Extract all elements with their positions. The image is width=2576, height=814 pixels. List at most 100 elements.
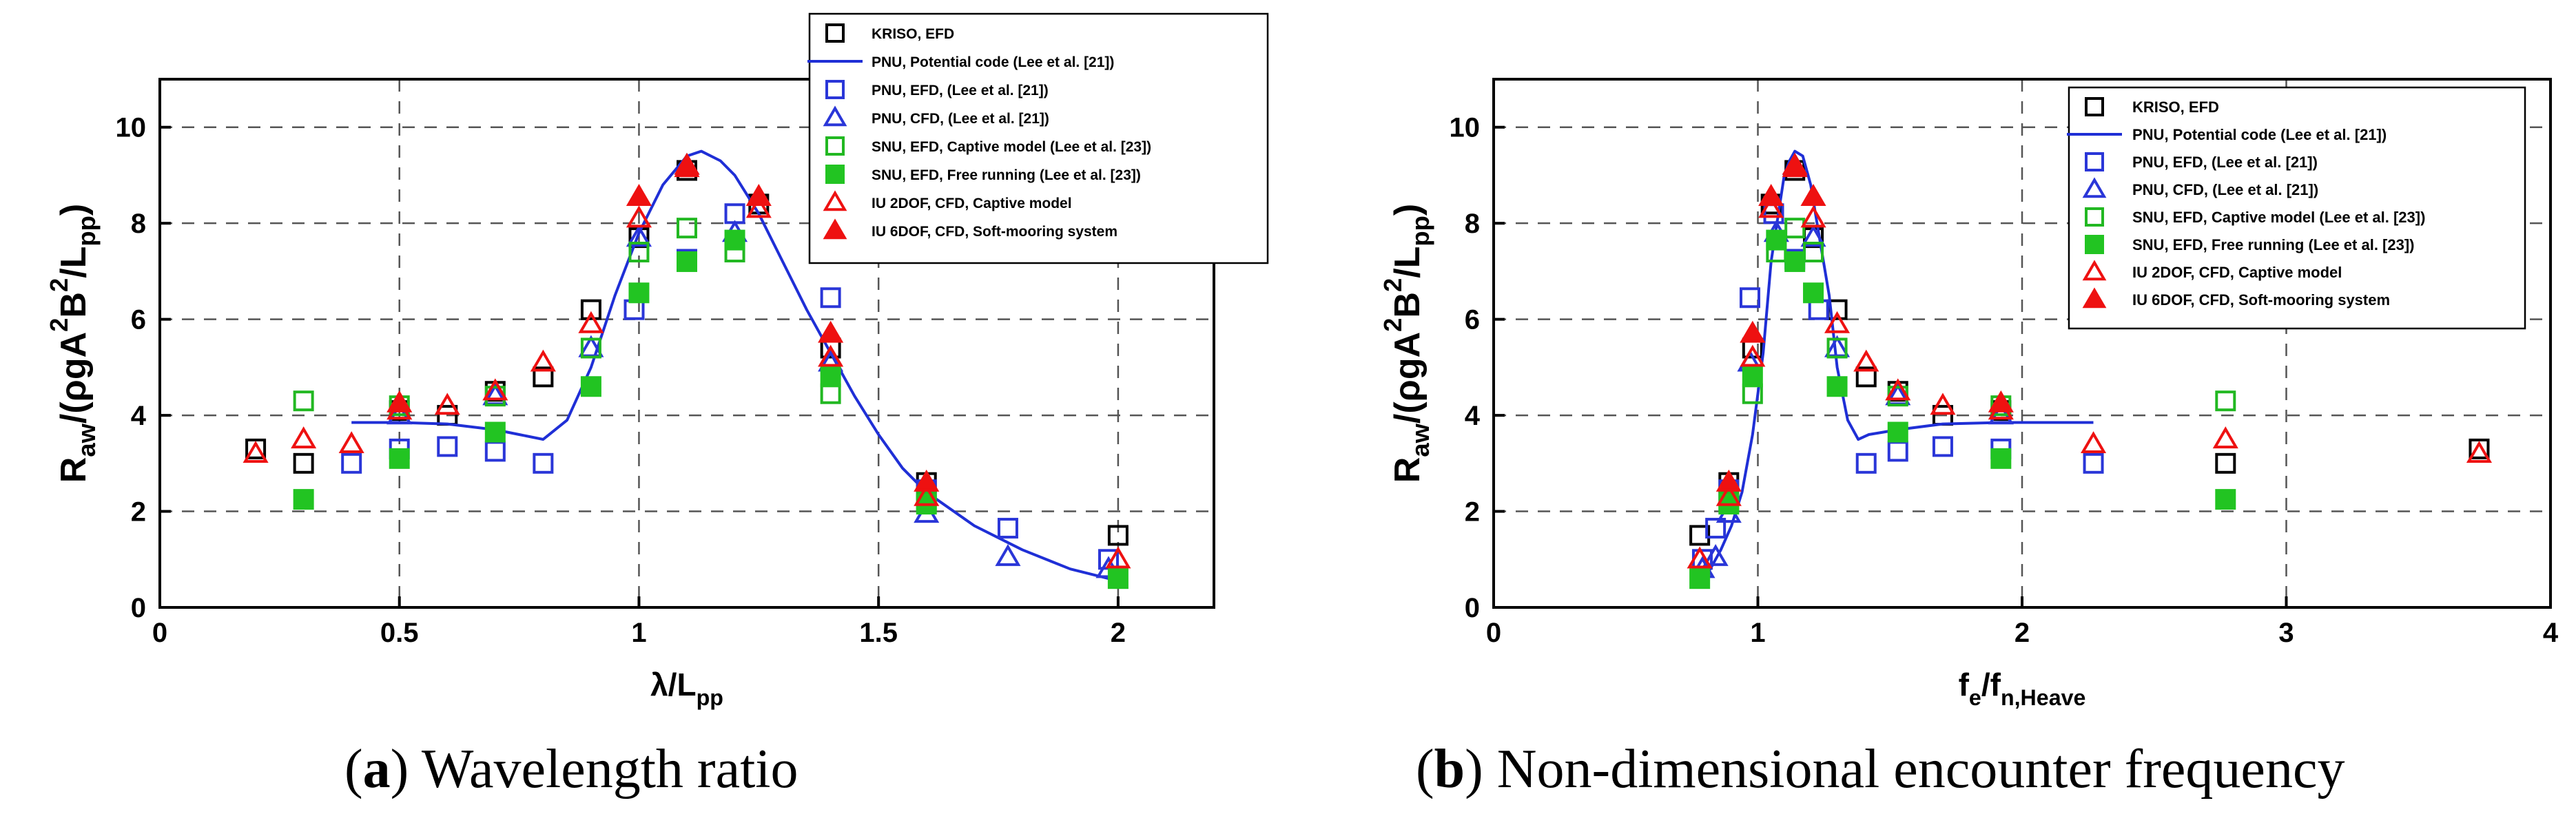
- data-point: [1826, 376, 1848, 397]
- data-point: [293, 489, 314, 510]
- legend-entry-3: PNU, CFD, (Lee et al. [21]): [2132, 181, 2318, 198]
- legend-marker-square: [825, 80, 845, 99]
- x-tick-label-4: 2: [1111, 618, 1126, 648]
- data-point: [1105, 546, 1131, 569]
- caption-letter-b: b: [1434, 739, 1465, 800]
- data-point: [914, 469, 940, 492]
- x-axis-label: fe/fn,Heave: [1959, 667, 2086, 710]
- caption-panel-b: (b) Non-dimensional encounter frequency: [1416, 739, 2345, 800]
- data-point: [2215, 390, 2236, 412]
- y-tick-label-5: 10: [116, 113, 147, 143]
- legend-marker-square: [2085, 235, 2104, 254]
- data-point: [1705, 517, 1727, 539]
- data-point: [624, 299, 645, 320]
- legend-marker-square: [2085, 207, 2104, 227]
- data-point: [580, 376, 601, 397]
- data-point: [674, 152, 700, 175]
- data-point: [245, 438, 267, 459]
- legend: KRISO, EFD PNU, Potential code (Lee et al…: [2067, 86, 2526, 330]
- data-point: [341, 452, 362, 474]
- data-point: [2083, 452, 2104, 474]
- y-tick-label-1: 2: [131, 497, 146, 528]
- data-point: [1887, 421, 1908, 443]
- data-point: [1885, 378, 1911, 401]
- legend-entry-1: PNU, Potential code (Lee et al. [21]): [2132, 126, 2387, 143]
- chart-panel-b: 0 1 2 3 4 0 2 4 6 8 10 fe/fn,Heave Raw/(ρgA2B2/Lpp) K…: [1379, 78, 2559, 710]
- caption-panel-a: (a) Wavelength ratio: [344, 739, 798, 800]
- data-point: [1855, 366, 1877, 388]
- data-point: [820, 366, 841, 388]
- data-point: [1988, 390, 2014, 413]
- data-point: [1766, 229, 1787, 251]
- data-point: [2215, 489, 2236, 510]
- data-point: [1689, 525, 1711, 546]
- legend-entry-1: PNU, Potential code (Lee et al. [21]): [872, 54, 1114, 70]
- data-point: [1739, 287, 1760, 309]
- legend-marker-triangle: [2082, 260, 2107, 281]
- legend-entry-2: PNU, EFD, (Lee et al. [21]): [2132, 154, 2318, 171]
- legend-entry-5: SNU, EFD, Free running (Lee et al. [23]): [872, 167, 1141, 183]
- data-point: [437, 436, 458, 457]
- data-point: [1784, 218, 1806, 239]
- x-tick-label-2: 1: [631, 618, 646, 648]
- data-point: [626, 184, 652, 206]
- caption-text-b: Non-dimensional encounter frequency: [1496, 739, 2345, 800]
- data-point: [1715, 483, 1742, 506]
- data-point: [1715, 469, 1742, 492]
- x-tick-label-2: 2: [2015, 618, 2030, 648]
- data-point: [1932, 436, 1953, 457]
- data-point: [1800, 205, 1826, 228]
- data-point: [1107, 525, 1129, 546]
- x-tick-label-3: 3: [2278, 618, 2294, 648]
- data-point: [1107, 568, 1129, 589]
- data-point: [2212, 426, 2238, 449]
- y-tick-label-4: 8: [1465, 209, 1480, 239]
- y-tick-label-0: 0: [1465, 593, 1480, 623]
- data-point: [2215, 452, 2236, 474]
- data-point: [745, 184, 772, 206]
- legend-entry-3: PNU, CFD, (Lee et al. [21]): [872, 111, 1049, 127]
- data-point: [338, 431, 364, 454]
- caption-letter-a: a: [362, 739, 391, 800]
- y-tick-label-2: 4: [1465, 401, 1481, 431]
- legend-marker-square: [2085, 97, 2104, 116]
- data-point: [484, 421, 506, 443]
- legend-marker-triangle: [823, 105, 847, 127]
- legend-entry-6: IU 2DOF, CFD, Captive model: [872, 196, 1072, 211]
- caption-text-a: Wavelength ratio: [421, 739, 798, 800]
- legend-entry-2: PNU, EFD, (Lee et al. [21]): [872, 83, 1049, 98]
- data-point: [2080, 431, 2107, 454]
- data-point: [1689, 568, 1711, 589]
- y-axis-label: Raw/(ρgA2B2/Lpp): [1379, 204, 1434, 483]
- data-point: [1702, 543, 1729, 566]
- data-point: [1853, 349, 1879, 372]
- legend-box: [2068, 86, 2526, 330]
- legend-entry-4: SNU, EFD, Captive model (Lee et al. [23]…: [2132, 209, 2425, 226]
- data-point: [1687, 546, 1713, 569]
- y-tick-label-3: 6: [131, 305, 146, 335]
- data-point: [291, 426, 317, 449]
- legend-entry-7: IU 6DOF, CFD, Soft-mooring system: [872, 224, 1117, 240]
- data-point: [628, 242, 650, 263]
- data-point: [484, 441, 506, 462]
- legend-marker-square: [825, 136, 845, 156]
- x-axis-label: λ/Lpp: [650, 667, 723, 710]
- x-tick-label-3: 1.5: [859, 618, 898, 648]
- data-point: [820, 287, 841, 309]
- data-point: [818, 320, 844, 343]
- data-point: [677, 218, 697, 239]
- legend-entry-6: IU 2DOF, CFD, Captive model: [2132, 264, 2342, 281]
- data-point: [533, 366, 554, 388]
- data-point: [745, 196, 772, 218]
- y-tick-label-1: 2: [1465, 497, 1480, 528]
- data-point: [626, 225, 652, 247]
- legend-entry-0: KRISO, EFD: [872, 26, 954, 42]
- data-point: [1800, 225, 1826, 247]
- legend-entry-7: IU 6DOF, CFD, Soft-mooring system: [2132, 291, 2390, 309]
- y-tick-label-3: 6: [1465, 305, 1480, 335]
- data-point: [1742, 366, 1763, 388]
- data-point: [580, 337, 601, 359]
- data-point: [1824, 335, 1851, 357]
- data-point: [724, 229, 745, 251]
